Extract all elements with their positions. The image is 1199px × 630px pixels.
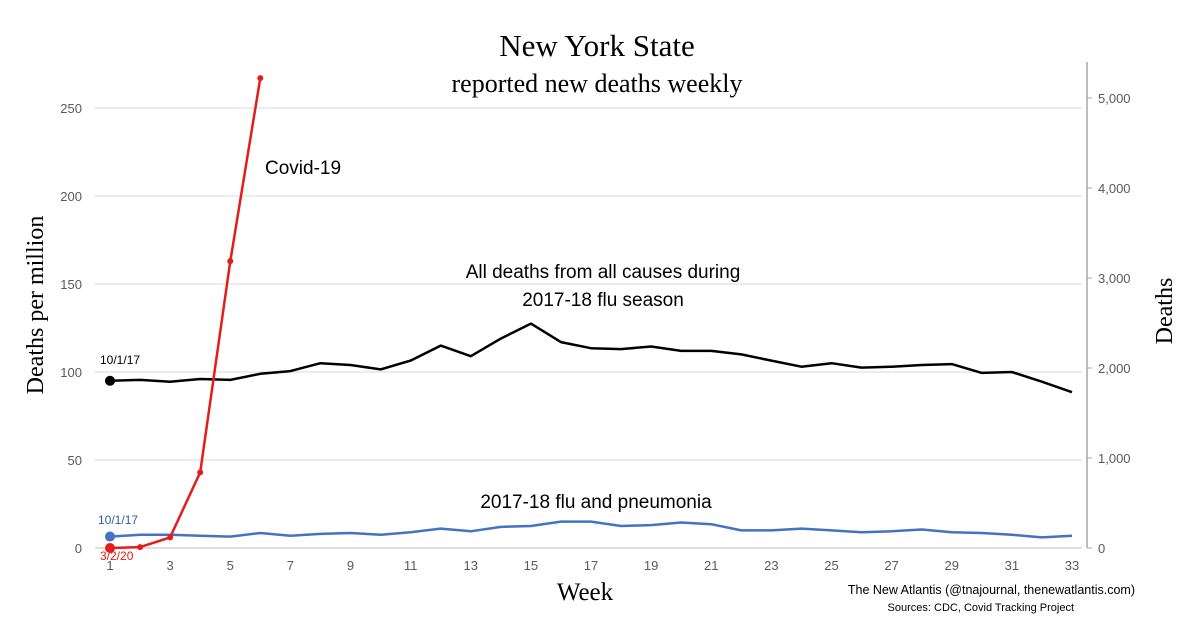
x-tick-label: 33 (1065, 558, 1079, 573)
right-y-tick-label: 0 (1098, 541, 1105, 556)
x-tick-label: 21 (704, 558, 718, 573)
flu-series-label: 2017-18 flu and pneumonia (480, 492, 712, 513)
x-tick-label: 17 (584, 558, 598, 573)
all-deaths-start-label: 10/1/17 (100, 353, 140, 367)
x-tick-label: 9 (347, 558, 354, 573)
flu-start-label: 10/1/17 (98, 513, 138, 527)
gridlines (95, 97, 1092, 549)
x-axis-label: Week (557, 579, 614, 606)
chart-subtitle: reported new deaths weekly (452, 69, 743, 98)
x-tick-label: 19 (644, 558, 658, 573)
x-tick-labels: 1 3 5 7 9 11 13 15 17 19 21 23 25 27 29 31 33 (106, 558, 1079, 573)
x-tick-label: 11 (404, 558, 418, 573)
right-y-tick-label: 2,000 (1098, 361, 1131, 376)
left-y-axis-label: Deaths per million (23, 216, 49, 395)
left-y-tick-label: 50 (68, 453, 82, 468)
x-tick-label: 5 (227, 558, 234, 573)
x-tick-label: 31 (1005, 558, 1019, 573)
all-deaths-start-point (105, 375, 115, 386)
all-deaths-series-label-line1: All deaths from all causes during (466, 262, 741, 283)
x-tick-label: 25 (824, 558, 838, 573)
x-tick-label: 23 (764, 558, 778, 573)
all-deaths-line (109, 322, 1073, 394)
x-tick-label: 27 (884, 558, 898, 573)
left-y-tick-label: 200 (60, 189, 82, 204)
x-tick-label: 7 (287, 558, 294, 573)
covid-line (109, 77, 262, 550)
x-tick-label: 15 (524, 558, 538, 573)
left-y-tick-labels: 0 50 100 150 200 250 (60, 101, 82, 556)
credit-text: The New Atlantis (@tnajournal, thenewatl… (848, 583, 1135, 597)
right-y-tick-label: 5,000 (1098, 91, 1131, 106)
x-tick-label: 1 (106, 558, 113, 573)
covid-point (257, 75, 264, 82)
left-y-tick-label: 250 (60, 101, 82, 116)
covid-point (167, 534, 174, 541)
covid-point (197, 469, 204, 476)
right-y-tick-label: 3,000 (1098, 271, 1131, 286)
chart-title: New York State (499, 28, 694, 63)
covid-point (227, 258, 234, 265)
flu-pneumonia-start-point (105, 531, 115, 542)
left-y-tick-label: 150 (60, 277, 82, 292)
covid-point (137, 544, 144, 551)
all-deaths-series-label-line2: 2017-18 flu season (522, 290, 684, 311)
x-tick-label: 13 (464, 558, 478, 573)
right-y-tick-label: 4,000 (1098, 181, 1131, 196)
series-layer (105, 75, 1073, 553)
covid-start-label: 3/2/20 (100, 549, 134, 563)
covid-series-label: Covid-19 (265, 158, 341, 179)
sources-text: Sources: CDC, Covid Tracking Project (888, 602, 1074, 614)
x-tick-label: 29 (945, 558, 959, 573)
right-y-axis-label: Deaths (1152, 278, 1178, 345)
right-y-tick-label: 1,000 (1098, 451, 1131, 466)
right-y-tick-labels: 0 1,000 2,000 3,000 4,000 5,000 (1098, 91, 1131, 556)
left-y-tick-label: 0 (75, 541, 82, 556)
x-tick-label: 3 (167, 558, 174, 573)
left-y-tick-label: 100 (60, 365, 82, 380)
flu-pneumonia-line (109, 520, 1073, 539)
covid-point (105, 543, 115, 553)
